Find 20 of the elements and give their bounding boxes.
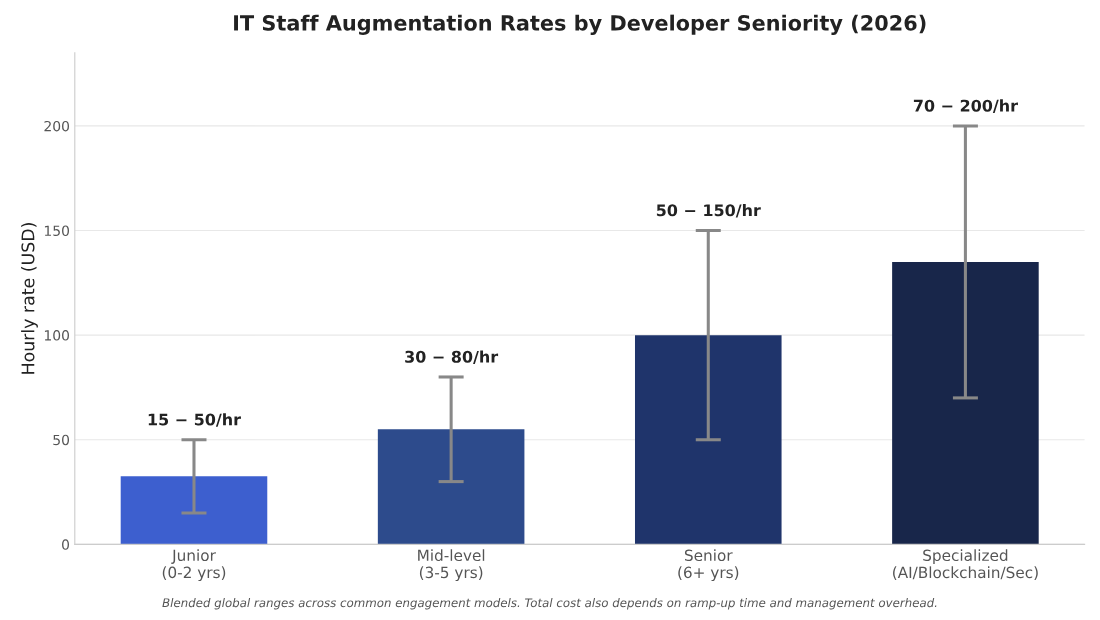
y-tick-label: 0 [62, 539, 70, 550]
y-tick-label: 100 [44, 330, 70, 341]
annotation: 15 − 50/hr [148, 413, 241, 427]
y-tick-label: 200 [44, 120, 70, 132]
x-tick-label: Mid-level (3-5 yrs) [418, 549, 485, 582]
x-tick-label: Specialized (AI/Blockchain/Sec) [893, 549, 1038, 580]
x-tick-label: Junior (0-2 yrs) [162, 549, 226, 582]
bar [120, 476, 268, 545]
y-axis-title: Hourly rate (USD) [21, 223, 38, 374]
bar [634, 335, 782, 545]
y-tick-label: 150 [44, 225, 70, 237]
bar [377, 429, 525, 545]
chart-title: IT Staff Augmentation Rates by Developer Seniority (2026) [234, 14, 926, 35]
y-tick-label: 50 [53, 434, 70, 446]
annotation: 50 − 150/hr [656, 203, 761, 218]
x-tick-label: Senior (6+ yrs) [678, 549, 739, 582]
bar [892, 261, 1039, 545]
text: Blended global ranges across common engagement models. Total cost also depends on ramp-up time and management overhead. [162, 598, 937, 610]
annotation: 30 − 80/hr [405, 350, 499, 365]
annotation: 70 − 200/hr [913, 99, 1018, 113]
